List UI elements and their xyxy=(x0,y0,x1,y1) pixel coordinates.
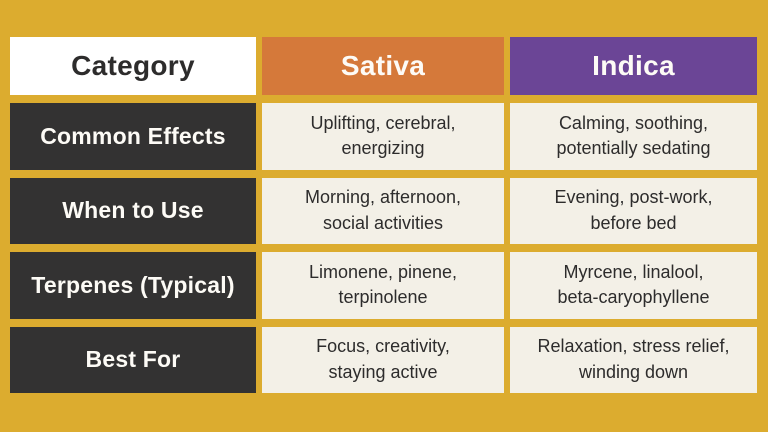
cell-sativa-terpenes-typical: Limonene, pinene, terpinolene xyxy=(262,252,504,319)
cell-indica-best-for: Relaxation, stress relief, winding down xyxy=(510,326,757,393)
row-label-common-effects: Common Effects xyxy=(10,103,256,170)
row-label-terpenes-typical: Terpenes (Typical) xyxy=(10,252,256,319)
cell-indica-terpenes-typical: Myrcene, linalool, beta-caryophyllene xyxy=(510,252,757,319)
cell-sativa-common-effects: Uplifting, cerebral, energizing xyxy=(262,103,504,170)
cell-sativa-best-for: Focus, creativity, staying active xyxy=(262,326,504,393)
row-label-best-for: Best For xyxy=(10,326,256,393)
column-header-sativa: Sativa xyxy=(262,37,504,95)
cell-indica-when-to-use: Evening, post-work, before bed xyxy=(510,177,757,244)
column-header-category: Category xyxy=(10,37,256,95)
cell-indica-common-effects: Calming, soothing, potentially sedating xyxy=(510,103,757,170)
cell-sativa-when-to-use: Morning, afternoon, social activities xyxy=(262,177,504,244)
comparison-table: Category Sativa Indica Common Effects Up… xyxy=(10,37,757,393)
row-label-when-to-use: When to Use xyxy=(10,177,256,244)
column-header-indica: Indica xyxy=(510,37,757,95)
